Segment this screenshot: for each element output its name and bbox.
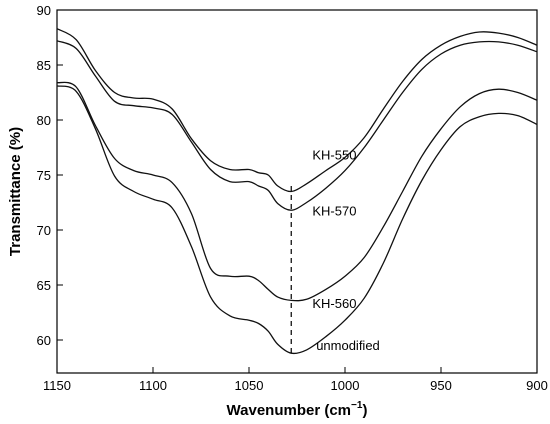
series-line-kh-550 [56, 28, 538, 193]
x-tick-label: 950 [430, 378, 452, 393]
series-labels: KH-550 KH-570 KH-560 unmodified [312, 148, 379, 353]
x-tick-label: 1100 [139, 378, 167, 393]
x-tick-label: 1050 [235, 378, 264, 393]
x-tick-label: 1150 [43, 378, 71, 393]
y-tick-label: 90 [37, 3, 51, 18]
y-tick-label: 60 [37, 333, 51, 348]
x-tick-label: 900 [526, 378, 548, 393]
y-tick-label: 65 [37, 278, 51, 293]
y-tick-label: 70 [37, 223, 51, 238]
y-axis-title: Transmittance (%) [7, 127, 24, 256]
x-tick-label: 1000 [331, 378, 360, 393]
x-axis-title-main: Wavenumber (cm [227, 402, 351, 419]
series-line-kh-560 [56, 81, 538, 302]
y-tick-label: 75 [37, 168, 51, 183]
y-tick-label: 85 [37, 58, 51, 73]
y-axis-ticks: 60 65 70 75 80 85 90 [37, 3, 63, 348]
series-line-kh-570 [56, 40, 538, 211]
x-axis-ticks: 1150 1100 1050 1000 950 900 [43, 367, 548, 393]
y-tick-label: 80 [37, 113, 51, 128]
series-line-unmodified [56, 85, 538, 355]
series-label-kh-560: KH-560 [312, 296, 356, 311]
x-axis-title-superscript: −1 [351, 400, 363, 411]
plot-frame [56, 9, 538, 374]
x-axis-title-end: ) [362, 402, 367, 419]
series-label-kh-570: KH-570 [312, 204, 356, 219]
series-lines [56, 28, 538, 355]
plot-area-border [56, 9, 538, 374]
x-axis-title: Wavenumber (cm−1) [227, 400, 368, 419]
series-label-kh-550: KH-550 [312, 148, 356, 163]
series-label-unmodified: unmodified [316, 338, 380, 353]
